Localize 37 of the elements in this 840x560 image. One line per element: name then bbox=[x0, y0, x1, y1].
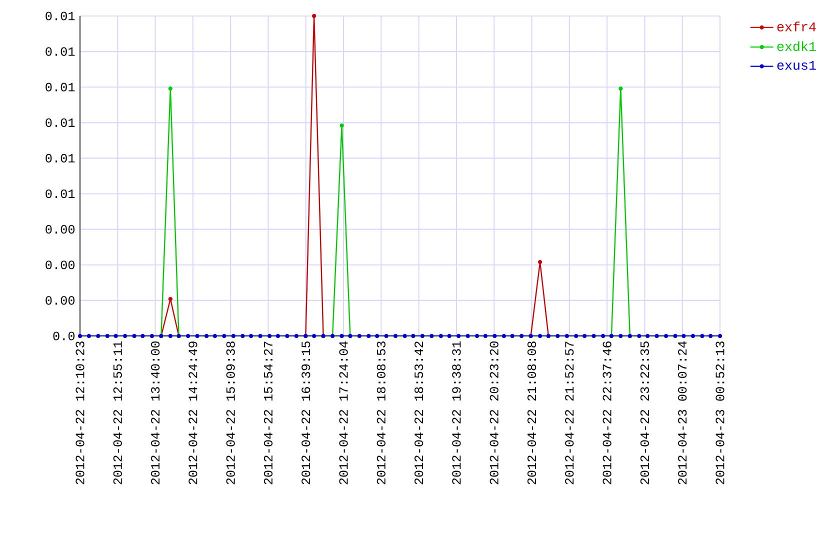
y-tick-label: 0.01 bbox=[46, 154, 75, 163]
x-tick-label: 2012-04-23 00:07:24 bbox=[678, 341, 687, 484]
x-tick-label: 2012-04-22 12:10:23 bbox=[76, 342, 84, 484]
x-tick-label: 2012-04-22 23:22:35 bbox=[640, 342, 649, 484]
x-tick-label: 2012-04-22 12:55:11 bbox=[113, 341, 122, 484]
point bbox=[538, 260, 542, 264]
point bbox=[312, 14, 316, 18]
x-tick-label: 2012-04-22 16:39:15 bbox=[302, 342, 310, 484]
y-tick-label: 0.01 bbox=[46, 12, 75, 20]
point bbox=[340, 123, 344, 128]
y-tick-label: 0.01 bbox=[46, 189, 75, 198]
x-tick-label: 2012-04-22 21:52:57 bbox=[565, 342, 574, 484]
x-tick-label: 2012-04-22 15:09:38 bbox=[226, 342, 235, 484]
point bbox=[168, 86, 172, 91]
x-tick-label: 2012-04-22 20:23:20 bbox=[490, 342, 498, 484]
y-tick-label: 0.00 bbox=[46, 296, 75, 305]
x-tick-label: 2012-04-22 13:40:00 bbox=[150, 342, 160, 484]
x-tick-label: 2012-04-22 18:53:42 bbox=[414, 342, 424, 484]
x-tick-label: 2012-04-22 18:08:53 bbox=[376, 342, 386, 484]
legend-label: exus1 bbox=[777, 60, 816, 70]
x-tick-label: 2012-04-22 15:54:27 bbox=[264, 342, 273, 484]
x-tick-label: 2012-04-22 17:24:04 bbox=[339, 341, 348, 484]
x-tick-label: 2012-04-23 00:52:13 bbox=[716, 342, 724, 484]
y-tick-label: 0.01 bbox=[46, 47, 75, 56]
x-tick-label: 2012-04-22 21:08:08 bbox=[527, 342, 536, 484]
legend-label: exdk1 bbox=[777, 41, 816, 52]
y-tick-label: 0.0 bbox=[53, 332, 75, 340]
x-tick-label: 2012-04-22 22:37:46 bbox=[602, 342, 612, 484]
legend-label: exfr4 bbox=[777, 22, 816, 32]
y-tick-label: 0.00 bbox=[46, 225, 75, 234]
y-tick-label: 0.01 bbox=[46, 82, 75, 92]
y-tick-label: 0.00 bbox=[46, 260, 75, 270]
x-tick-label: 2012-04-22 14:24:49 bbox=[188, 342, 198, 484]
point bbox=[168, 296, 172, 302]
x-tick-label: 2012-04-22 19:38:31 bbox=[452, 341, 461, 484]
point bbox=[618, 86, 623, 91]
y-tick-label: 0.01 bbox=[46, 118, 75, 127]
